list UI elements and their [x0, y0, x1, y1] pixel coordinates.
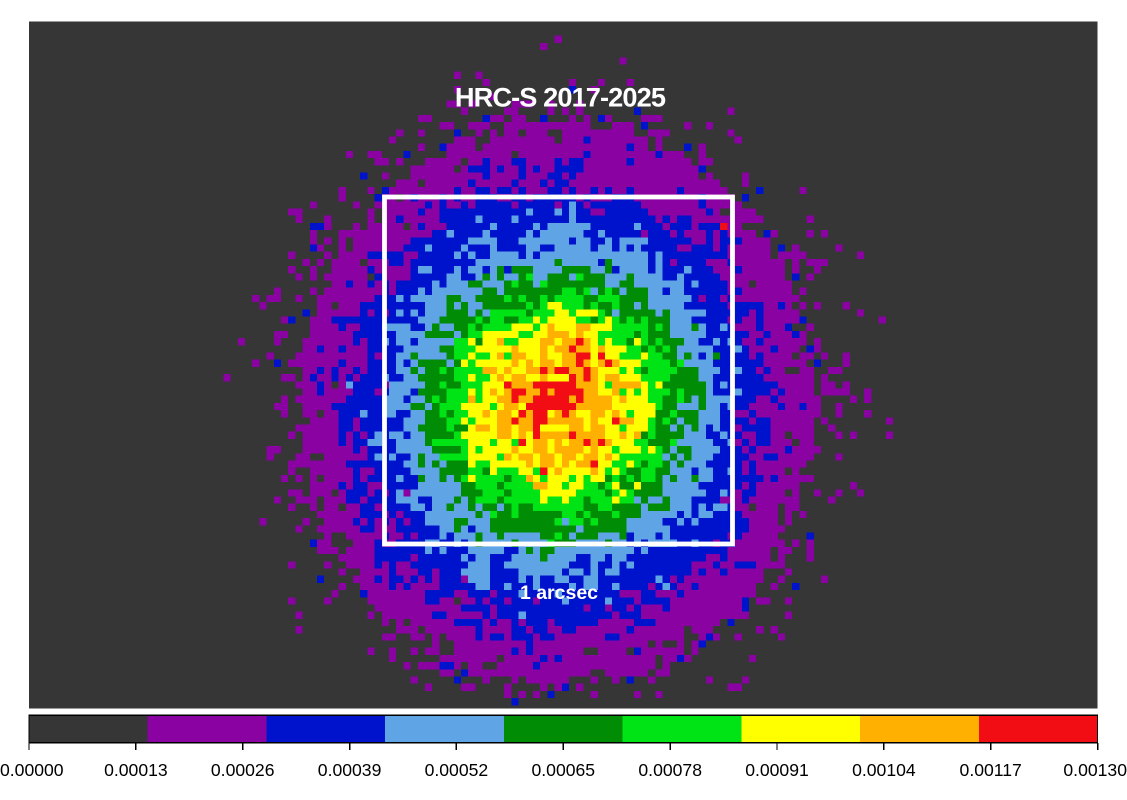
svg-text:0.00052: 0.00052 [425, 760, 489, 780]
svg-text:0.00117: 0.00117 [960, 760, 1022, 780]
svg-text:1 arcsec: 1 arcsec [520, 582, 598, 604]
svg-text:0.00091: 0.00091 [745, 760, 809, 780]
svg-text:0.00026: 0.00026 [211, 760, 275, 780]
svg-text:0.00000: 0.00000 [0, 760, 64, 780]
svg-text:0.00104: 0.00104 [852, 760, 916, 780]
svg-text:0.00078: 0.00078 [638, 760, 702, 780]
svg-text:0.00039: 0.00039 [318, 760, 382, 780]
svg-text:0.00013: 0.00013 [104, 760, 168, 780]
svg-text:HRC-S 2017-2025: HRC-S 2017-2025 [455, 82, 666, 113]
svg-text:0.00065: 0.00065 [531, 760, 595, 780]
svg-text:0.00130: 0.00130 [1063, 760, 1127, 780]
